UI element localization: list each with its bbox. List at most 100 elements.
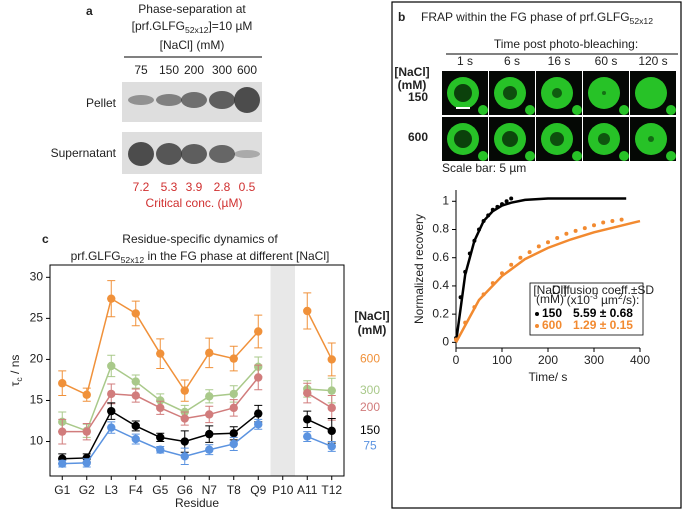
legend-entry: 200: [360, 400, 380, 414]
data-point: [254, 409, 263, 418]
time-label: 120 s: [638, 54, 667, 68]
legend-entry: 150: [360, 423, 380, 437]
legend-entry: 75: [363, 439, 377, 453]
critical-conc: 3.9: [186, 180, 203, 194]
x-tick-label: F4: [129, 483, 143, 497]
bleach-spot: [552, 88, 562, 98]
critical-conc-label: Critical conc. (µM): [146, 196, 243, 210]
text-part: FRAP within the FG phase of prf.GLFG: [421, 10, 630, 24]
gel-band: [156, 143, 182, 165]
x-tick-label: A11: [297, 483, 318, 497]
panel-label: c: [42, 232, 49, 246]
data-point: [107, 294, 116, 303]
x-axis-label: Residue: [175, 496, 219, 510]
y-tick-label: 0.6: [432, 250, 449, 264]
data-point: [229, 429, 238, 438]
data-point: [254, 420, 263, 429]
time-label: 1 s: [457, 54, 473, 68]
x-tick-label: G1: [54, 483, 70, 497]
data-point: [254, 373, 263, 382]
bleach-spot: [648, 136, 654, 142]
time-label: 16 s: [548, 54, 571, 68]
bleach-spot: [602, 91, 606, 95]
bleach-spot: [598, 133, 610, 145]
y-tick-label: 10: [30, 434, 44, 448]
data-point: [327, 442, 336, 451]
data-point: [180, 452, 189, 461]
critical-conc: 2.8: [214, 180, 231, 194]
x-tick-label: 200: [538, 353, 558, 367]
panel-a-title: Phase-separation at: [138, 2, 246, 16]
text-part: -3: [590, 291, 598, 301]
column-header: [NaCl] (mM): [160, 38, 225, 52]
legend-title: [NaCl]: [354, 309, 389, 323]
data-point: [229, 354, 238, 363]
text-part: /s):: [623, 293, 640, 307]
lane-label: 200: [184, 63, 204, 77]
text-part: τ: [8, 381, 22, 386]
series-line: [306, 310, 333, 360]
lane-label: 600: [237, 63, 257, 77]
text-part: 52x12: [185, 25, 209, 35]
data-point: [303, 306, 312, 316]
text-part: c: [14, 377, 24, 382]
data-point: [156, 433, 165, 442]
x-tick-label: G2: [79, 483, 95, 497]
data-point: [131, 421, 140, 431]
fit-curve: [454, 197, 627, 343]
droplet-small: [478, 105, 488, 115]
data-point: [527, 250, 532, 255]
data-point: [82, 458, 91, 468]
legend-header: (x10-3 µm2/s):: [567, 291, 640, 307]
data-point: [327, 426, 336, 436]
data-point: [58, 379, 67, 388]
y-tick-label: 0.2: [432, 306, 449, 320]
legend-header: (mM): [536, 292, 564, 306]
column-header: Time post photo-bleaching:: [494, 37, 638, 51]
fit-curve: [454, 219, 641, 343]
x-tick-label: P10: [272, 483, 294, 497]
text-part: 52x12: [630, 16, 654, 26]
text-part: [prf.GLFG: [132, 19, 185, 33]
series-line: [306, 392, 333, 409]
y-tick-label: 1: [442, 193, 449, 207]
data-point: [107, 406, 116, 416]
legend-header: Diffusion coeff.±SD: [552, 283, 655, 297]
panel-a-title: [prf.GLFG52x12]=10 µM: [132, 19, 253, 35]
series-line: [62, 423, 259, 465]
data-point: [131, 309, 140, 318]
droplet-small: [525, 151, 535, 161]
series-line: [306, 435, 333, 448]
data-point: [205, 348, 214, 358]
scale-bar-label: Scale bar: 5 µm: [442, 161, 526, 175]
data-point: [156, 403, 165, 413]
chart-title: prf.GLFG52x12 in the FG phase at differe…: [71, 249, 330, 265]
data-point: [582, 226, 587, 231]
data-point: [180, 414, 189, 423]
gel-band: [128, 95, 154, 105]
y-tick-label: 30: [30, 269, 44, 283]
data-point: [156, 396, 165, 405]
x-tick-label: Q9: [250, 483, 266, 497]
droplet-small: [478, 151, 488, 161]
data-point: [107, 389, 116, 399]
x-tick-label: G6: [177, 483, 193, 497]
data-point: [610, 219, 615, 224]
x-tick-label: L3: [105, 483, 119, 497]
legend-marker: [535, 312, 539, 316]
text-part: / ns: [8, 355, 22, 378]
row-label: Supernatant: [51, 146, 117, 160]
data-point: [58, 427, 67, 436]
text-part: 52x12: [121, 255, 145, 265]
data-point: [205, 445, 214, 454]
row-label: 150: [408, 90, 428, 104]
legend-coeff: 1.29 ± 0.15: [573, 318, 633, 332]
y-tick-label: 0: [442, 335, 449, 349]
gel-band: [128, 142, 154, 166]
x-tick-label: 100: [492, 353, 512, 367]
data-point: [573, 228, 578, 233]
data-point: [536, 244, 541, 249]
data-point: [303, 432, 312, 441]
data-point: [303, 415, 312, 424]
